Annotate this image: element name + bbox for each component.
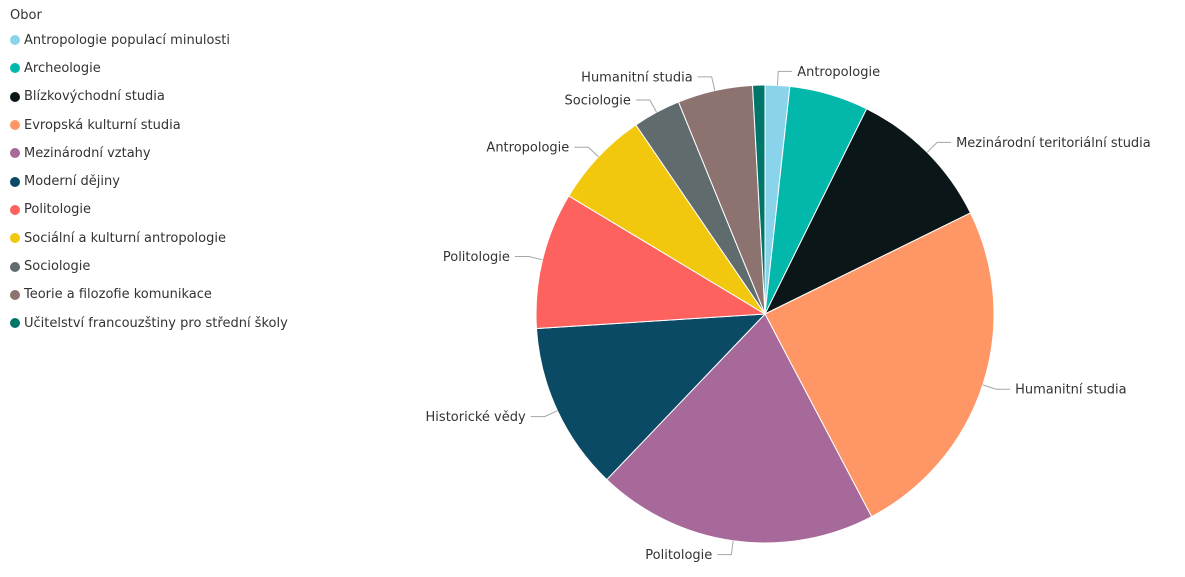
slice-label: Antropologie [486,141,569,156]
pie-leader-lines [514,70,1011,556]
pie-slice[interactable] [763,108,972,316]
legend-item[interactable]: Teorie a filozofie komunikace [10,281,340,309]
leader-line [574,146,599,158]
legend-label: Archeologie [24,60,101,76]
legend-title: Obor [10,8,42,23]
leader-line [926,141,952,153]
legend-swatch [10,35,20,46]
leader-line [982,384,1011,390]
legend-label: Moderní dějiny [24,174,120,190]
legend-swatch [10,261,20,272]
pie-slice[interactable] [764,212,995,518]
legend-label: Antropologie populací minulosti [24,32,230,48]
slice-label: Humanitní studia [581,70,693,85]
slice-label: Sociologie [565,94,631,109]
legend-item[interactable]: Moderní dějiny [10,167,340,195]
pie-slice[interactable] [535,313,767,481]
legend-swatch [10,318,20,329]
leader-line [777,70,793,86]
pie-slices [535,84,995,544]
legend-item[interactable]: Archeologie [10,54,340,82]
legend-item[interactable]: Sociální a kulturní antropologie [10,224,340,252]
legend-swatch [10,233,20,244]
slice-label: Mezinárodní teritoriální studia [956,136,1151,151]
legend-swatch [10,148,20,159]
legend-item[interactable]: Blízkovýchodní studia [10,83,340,111]
legend-label: Blízkovýchodní studia [24,89,165,105]
pie-slice[interactable] [606,313,873,544]
leader-line [717,540,734,556]
slice-label: Politologie [443,250,510,265]
legend-label: Politologie [24,202,92,218]
legend-swatch [10,289,20,300]
legend-item[interactable]: Sociologie [10,252,340,280]
pie-slice[interactable] [535,195,767,330]
legend-label: Učitelství francouzštiny pro střední ško… [24,315,288,331]
legend-swatch [10,204,20,215]
slice-label: Humanitní studia [1015,383,1127,398]
legend-swatch [10,63,20,74]
legend-swatch [10,176,20,187]
legend-label: Teorie a filozofie komunikace [24,287,212,303]
slice-label: Historické vědy [426,410,526,425]
pie-slice[interactable] [752,84,766,315]
chart-legend: Obor Antropologie populací minulosti Arch… [10,6,340,337]
legend-swatch [10,91,20,102]
slice-label: Politologie [645,548,712,563]
legend-label: Sociální a kulturní antropologie [24,230,226,246]
legend-items: Antropologie populací minulosti Archeolog… [10,26,340,337]
leader-line [514,256,543,261]
pie-labels: Antropologie Mezinárodní teritoriální stu… [426,65,1151,563]
legend-label: Evropská kulturní studia [24,117,181,133]
leader-line [530,410,558,418]
legend-item[interactable]: Antropologie populací minulosti [10,26,340,54]
slice-label: Antropologie [797,65,880,80]
legend-item[interactable]: Mezinárodní vztahy [10,139,340,167]
legend-label: Sociologie [24,259,91,275]
legend-label: Mezinárodní vztahy [24,145,151,161]
leader-line [697,76,716,91]
legend-item[interactable]: Politologie [10,196,340,224]
leader-line [635,99,658,113]
legend-item[interactable]: Evropská kulturní studia [10,111,340,139]
legend-swatch [10,120,20,131]
legend-item[interactable]: Učitelství francouzštiny pro střední ško… [10,309,340,337]
